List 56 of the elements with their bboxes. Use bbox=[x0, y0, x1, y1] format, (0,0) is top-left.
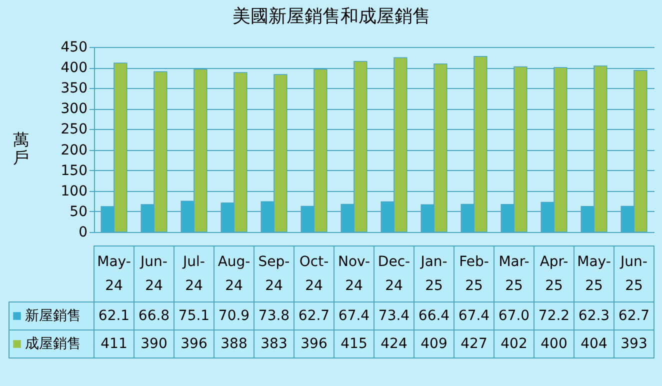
data-label: 409 bbox=[420, 336, 448, 352]
y-tick-label: 100 bbox=[60, 183, 88, 200]
data-label: 390 bbox=[140, 336, 168, 352]
x-tick-label: Apr-25 bbox=[540, 254, 568, 294]
y-tick-label: 350 bbox=[60, 80, 88, 97]
data-label: 400 bbox=[540, 336, 568, 352]
data-label: 62.7 bbox=[618, 308, 650, 324]
x-tick-label: Nov-24 bbox=[338, 254, 370, 294]
x-tick-label: Feb-25 bbox=[459, 254, 489, 294]
data-label: 66.8 bbox=[138, 308, 170, 324]
data-label: 67.0 bbox=[498, 308, 530, 324]
data-label: 388 bbox=[220, 336, 248, 352]
data-label: 427 bbox=[460, 336, 488, 352]
data-label: 415 bbox=[340, 336, 368, 352]
data-label: 62.7 bbox=[298, 308, 330, 324]
x-tick-label: May-25 bbox=[577, 254, 611, 294]
x-tick-label: Jun-25 bbox=[620, 254, 648, 294]
data-label: 75.1 bbox=[178, 308, 210, 324]
data-label: 424 bbox=[380, 336, 408, 352]
legend-label: 新屋銷售 bbox=[25, 308, 81, 324]
x-tick-label: Jun-24 bbox=[140, 254, 168, 294]
data-label: 62.1 bbox=[98, 308, 130, 324]
data-label: 72.2 bbox=[538, 308, 570, 324]
chart-title: 美國新屋銷售和成屋銷售 bbox=[232, 6, 430, 27]
data-label: 70.9 bbox=[218, 308, 250, 324]
data-label: 411 bbox=[100, 336, 128, 352]
x-tick-label: Jul-24 bbox=[182, 254, 205, 294]
x-tick-label: Dec-24 bbox=[378, 254, 410, 294]
y-tick-label: 200 bbox=[60, 142, 88, 158]
y-tick-label: 0 bbox=[78, 224, 88, 240]
y-axis-title: 萬戶 bbox=[12, 130, 29, 167]
data-label: 67.4 bbox=[458, 308, 490, 324]
x-tick-label: Aug-24 bbox=[218, 254, 250, 294]
y-tick-label: 250 bbox=[60, 122, 88, 138]
y-tick-label: 300 bbox=[60, 101, 88, 118]
data-label: 393 bbox=[620, 336, 648, 352]
y-tick-label: 50 bbox=[70, 204, 88, 220]
data-label: 67.4 bbox=[338, 308, 370, 324]
legend-label: 成屋銷售 bbox=[25, 336, 81, 352]
data-label: 404 bbox=[580, 336, 608, 352]
data-label: 383 bbox=[260, 336, 288, 352]
y-tick-label: 400 bbox=[60, 60, 88, 76]
data-label: 62.3 bbox=[578, 308, 610, 324]
x-tick-label: Sep-24 bbox=[258, 254, 290, 294]
x-tick-label: Mar-25 bbox=[498, 254, 530, 294]
x-tick-label: May-24 bbox=[97, 254, 131, 294]
data-label: 73.8 bbox=[258, 308, 290, 324]
y-tick-label: 450 bbox=[60, 40, 88, 56]
data-label: 396 bbox=[300, 336, 328, 352]
x-tick-label: Jan-25 bbox=[420, 254, 448, 294]
x-tick-label: Oct-24 bbox=[299, 254, 329, 294]
data-label: 66.4 bbox=[418, 308, 450, 324]
data-label: 396 bbox=[180, 336, 208, 352]
data-label: 73.4 bbox=[378, 308, 410, 324]
y-tick-label: 150 bbox=[60, 162, 88, 179]
data-label: 402 bbox=[500, 336, 528, 352]
